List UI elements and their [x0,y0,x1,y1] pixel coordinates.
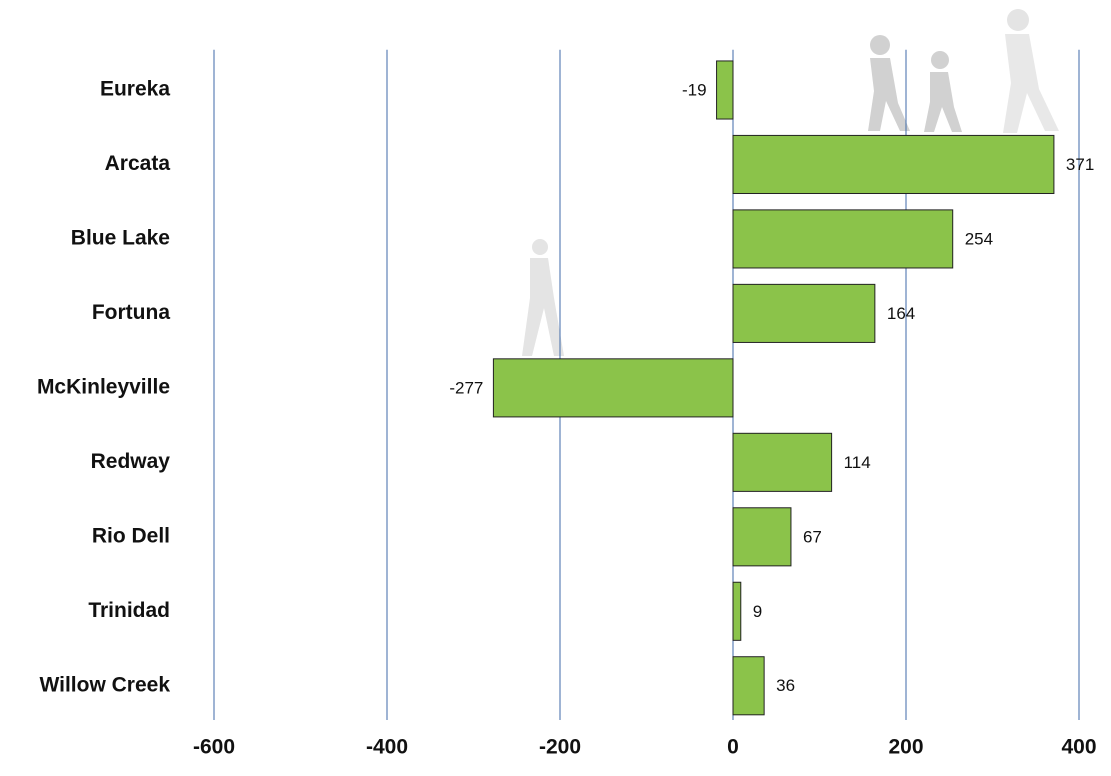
decoration [522,9,1059,356]
value-label: 371 [1066,155,1094,174]
y-tick-label: Blue Lake [71,226,170,249]
x-tick-label: -600 [193,736,235,759]
y-tick-label: Rio Dell [92,524,170,547]
value-label: 254 [965,229,993,248]
value-label: -19 [682,80,707,99]
value-label: -277 [449,378,483,397]
bar [716,60,734,120]
y-tick-label: Arcata [105,152,171,175]
x-tick-label: 0 [727,736,739,759]
bar [732,656,765,716]
y-tick-label: Willow Creek [39,673,170,696]
x-tick-label: 200 [888,736,923,759]
value-label: 36 [776,676,795,695]
y-tick-label: Redway [91,450,171,473]
x-tick-label: -200 [539,736,581,759]
y-tick-label: Eureka [100,78,170,101]
y-tick-label: Fortuna [92,301,170,324]
value-label: 164 [887,304,915,323]
bar [492,358,734,418]
bar [732,432,833,492]
value-label: 67 [803,527,822,546]
y-tick-label: McKinleyville [37,375,170,398]
y-tick-label: Trinidad [88,599,170,622]
bar [732,507,792,567]
x-tick-label: 400 [1061,736,1096,759]
bar [732,209,954,269]
value-label: 114 [844,453,871,472]
bar [732,283,876,343]
bar [732,134,1055,195]
x-tick-label: -400 [366,736,408,759]
value-label: 9 [753,602,762,621]
bar [732,581,742,641]
